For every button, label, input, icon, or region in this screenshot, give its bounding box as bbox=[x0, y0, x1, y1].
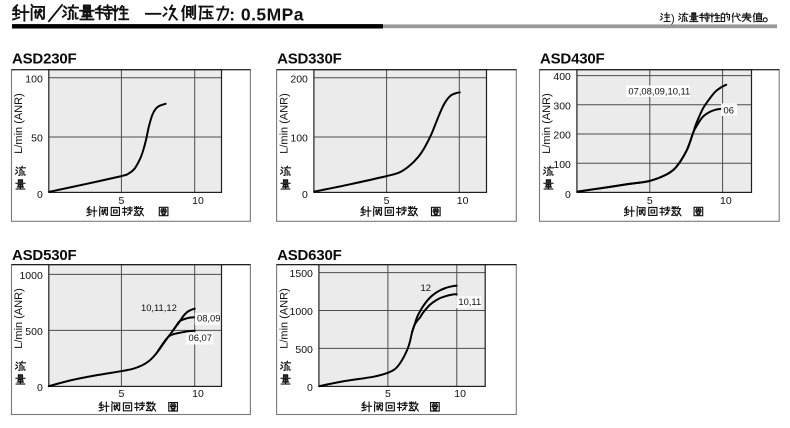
svg-text:200: 200 bbox=[290, 73, 308, 85]
svg-text:500: 500 bbox=[25, 326, 43, 338]
svg-text:0: 0 bbox=[307, 382, 313, 394]
svg-text:06,07: 06,07 bbox=[189, 332, 212, 343]
svg-text:10: 10 bbox=[720, 195, 732, 207]
svg-text:500: 500 bbox=[295, 344, 313, 356]
svg-text:10: 10 bbox=[192, 195, 204, 207]
svg-text:5: 5 bbox=[118, 388, 124, 400]
svg-text:ASD430F: ASD430F bbox=[540, 51, 604, 68]
svg-text:ASD630F: ASD630F bbox=[277, 247, 341, 264]
svg-text:200: 200 bbox=[553, 130, 571, 142]
svg-text:ASD530F: ASD530F bbox=[12, 247, 76, 264]
svg-text:50: 50 bbox=[31, 133, 43, 145]
svg-text:10,11: 10,11 bbox=[458, 296, 481, 307]
svg-text:10: 10 bbox=[454, 388, 466, 400]
svg-text:L/min (ANR): L/min (ANR) bbox=[13, 93, 25, 154]
svg-text:5: 5 bbox=[118, 195, 124, 207]
svg-text:): ) bbox=[671, 13, 675, 25]
svg-text:100: 100 bbox=[553, 159, 571, 171]
svg-text:08,09: 08,09 bbox=[197, 313, 220, 324]
svg-text:0: 0 bbox=[565, 189, 571, 201]
svg-text:L/min (ANR): L/min (ANR) bbox=[278, 288, 290, 349]
svg-text:L/min (ANR): L/min (ANR) bbox=[541, 93, 553, 154]
svg-text:10: 10 bbox=[457, 195, 469, 207]
svg-text:06: 06 bbox=[724, 104, 734, 115]
svg-text:07,08,09,10,11: 07,08,09,10,11 bbox=[628, 86, 690, 97]
svg-text:ASD230F: ASD230F bbox=[12, 51, 76, 68]
svg-text:100: 100 bbox=[290, 133, 308, 145]
svg-text:L/min (ANR): L/min (ANR) bbox=[278, 93, 290, 154]
svg-text:1000: 1000 bbox=[290, 306, 314, 318]
svg-text:1000: 1000 bbox=[19, 270, 43, 282]
svg-text:5: 5 bbox=[647, 195, 653, 207]
svg-text:0: 0 bbox=[37, 382, 43, 394]
svg-text:5: 5 bbox=[384, 195, 390, 207]
svg-text:5: 5 bbox=[385, 388, 391, 400]
svg-text:300: 300 bbox=[553, 100, 571, 112]
svg-text:400: 400 bbox=[553, 71, 571, 83]
svg-text:12: 12 bbox=[421, 282, 431, 293]
svg-text:0: 0 bbox=[37, 189, 43, 201]
svg-text:L/min (ANR): L/min (ANR) bbox=[13, 288, 25, 349]
svg-text:ASD330F: ASD330F bbox=[277, 51, 341, 68]
svg-text:: 0.5MPa: : 0.5MPa bbox=[229, 5, 304, 25]
svg-text:0: 0 bbox=[302, 189, 308, 201]
svg-text:10,11,12: 10,11,12 bbox=[141, 302, 177, 313]
svg-text:10: 10 bbox=[192, 388, 204, 400]
svg-text:100: 100 bbox=[25, 73, 43, 85]
svg-text:1500: 1500 bbox=[290, 268, 314, 280]
